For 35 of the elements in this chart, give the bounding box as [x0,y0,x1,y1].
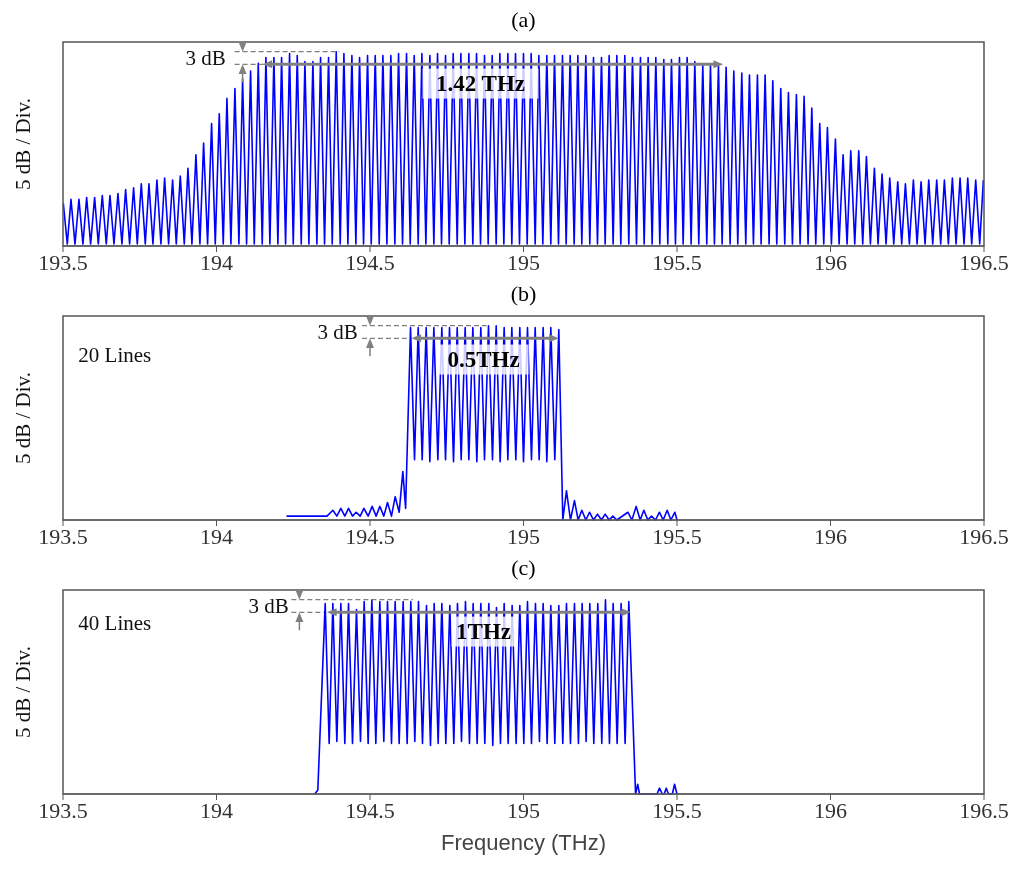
annotation: 0.5THz [447,346,520,372]
chart-title: (a) [510,7,537,32]
x-tick-label: 194 [200,797,233,823]
x-tick-label: 193.5 [38,523,88,549]
x-tick-label: 194 [200,523,233,549]
x-tick-label: 194 [200,249,233,275]
annotation: 1.42 THz [436,70,526,96]
y-axis-title: 5 dB / Div. [11,646,35,738]
x-tick-label: 195.5 [652,249,702,275]
x-tick-label: 196 [814,523,847,549]
annotation: 3 dB [248,593,289,618]
x-tick-label: 196.5 [959,523,1009,549]
annotation: 40 Lines [78,611,152,636]
x-tick-label: 195 [507,797,540,823]
x-tick-label: 195.5 [652,523,702,549]
x-tick-label: 194.5 [345,249,395,275]
x-tick-label: 196.5 [959,797,1009,823]
x-tick-label: 196.5 [959,249,1009,275]
annotation: 3 dB [185,45,226,70]
x-tick-label: 196 [814,249,847,275]
chart-title: (c) [510,555,537,580]
x-tick-label: 195.5 [652,797,702,823]
y-axis-title: 5 dB / Div. [11,98,35,190]
x-tick-label: 194.5 [345,797,395,823]
chart-title: (b) [509,281,538,306]
x-tick-label: 193.5 [38,249,88,275]
x-axis-title: Frequency (THz) [439,830,607,856]
y-axis-title: 5 dB / Div. [11,372,35,464]
x-tick-label: 193.5 [38,797,88,823]
x-tick-label: 194.5 [345,523,395,549]
x-tick-label: 195 [507,249,540,275]
x-tick-label: 196 [814,797,847,823]
annotation: 20 Lines [78,342,152,367]
annotation: 3 dB [317,319,358,344]
x-tick-label: 195 [507,523,540,549]
